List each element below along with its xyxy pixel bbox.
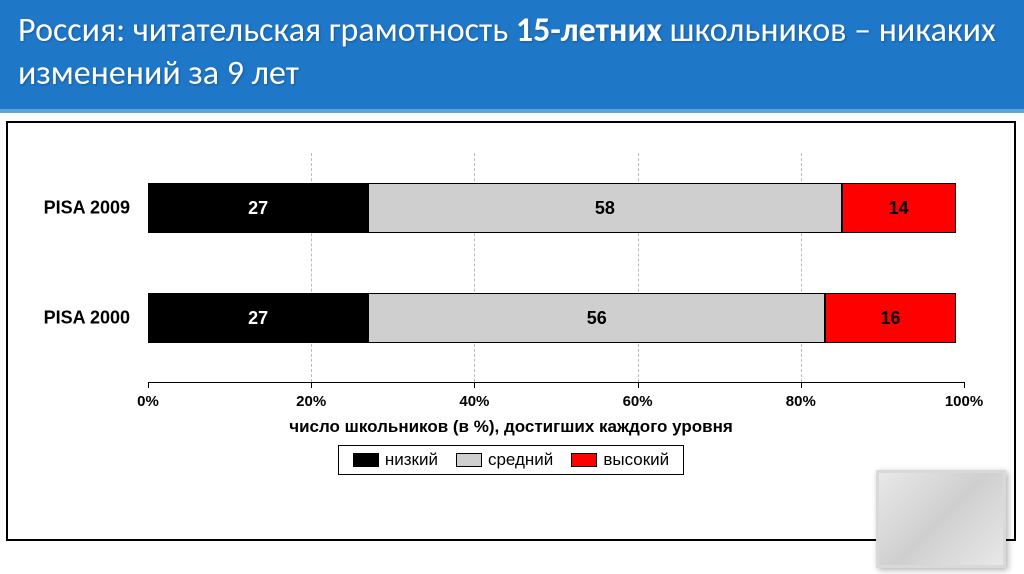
bar-segment-средний: 58 [368,183,841,233]
legend-label: высокий [603,450,669,470]
x-tick [311,382,312,388]
legend-label: низкий [385,450,438,470]
category-label: PISA 2000 [44,308,130,329]
bar-segment-высокий: 16 [825,293,956,343]
x-axis-title: число школьников (в %), достигших каждог… [38,417,984,437]
legend-item-низкий: низкий [353,450,438,470]
x-tick [801,382,802,388]
bar-segment-низкий: 27 [148,293,368,343]
title-part1: Россия: читательская грамотность [18,10,516,51]
bar-segment-средний: 56 [368,293,825,343]
legend-swatch [456,453,482,467]
bar-segment-высокий: 14 [842,183,956,233]
x-tick [964,382,965,388]
x-tick [638,382,639,388]
x-tick-label: 100% [945,393,983,410]
x-tick-label: 20% [296,393,326,410]
legend-item-высокий: высокий [571,450,669,470]
legend-item-средний: средний [456,450,553,470]
slide-title: Россия: читательская грамотность 15-летн… [18,10,1006,95]
x-tick-label: 80% [786,393,816,410]
plot-region: 0%20%40%60%80%100%PISA 2009275814PISA 20… [148,153,964,383]
legend-swatch [571,453,597,467]
x-tick-label: 40% [459,393,489,410]
bar-row: PISA 2000275616 [148,293,964,343]
title-bar: Россия: читательская грамотность 15-летн… [0,0,1024,113]
legend-swatch [353,453,379,467]
chart-frame: 0%20%40%60%80%100%PISA 2009275814PISA 20… [6,121,1016,541]
bar-segment-низкий: 27 [148,183,368,233]
legend: низкий средний высокий [338,445,684,475]
x-tick-label: 0% [137,393,159,410]
bar-row: PISA 2009275814 [148,183,964,233]
x-tick [474,382,475,388]
decorative-photo [876,470,1006,568]
x-tick [148,382,149,388]
category-label: PISA 2009 [44,198,130,219]
x-tick-label: 60% [623,393,653,410]
chart-area: 0%20%40%60%80%100%PISA 2009275814PISA 20… [148,153,964,413]
legend-label: средний [488,450,553,470]
title-bold: 15-летних [516,10,662,51]
